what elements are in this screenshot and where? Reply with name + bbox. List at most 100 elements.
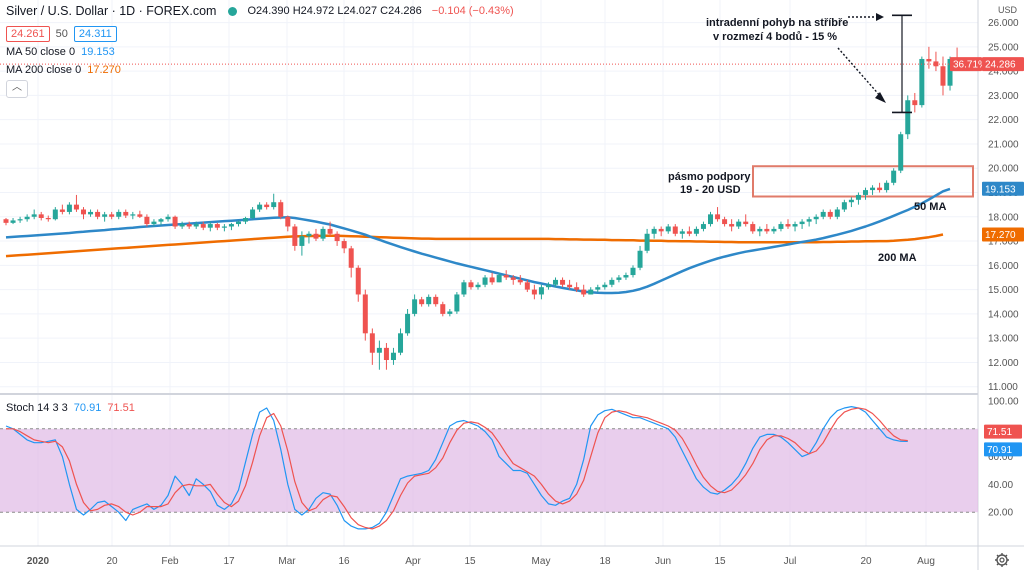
price-tick: 15.000 — [988, 285, 1019, 296]
stoch-d-value: 71.51 — [107, 402, 135, 414]
candle — [383, 343, 389, 370]
ma50-line — [5, 187, 951, 295]
candle — [792, 221, 798, 232]
time-tick: 15 — [714, 556, 726, 567]
candle — [679, 228, 685, 239]
stoch-legend[interactable]: Stoch 14 3 3 70.91 71.51 — [6, 402, 135, 414]
candle-body — [722, 219, 728, 225]
candle-body — [764, 228, 770, 232]
candle — [24, 214, 30, 222]
candle-body — [560, 279, 566, 285]
candle-body — [144, 216, 150, 225]
candle-body — [658, 228, 664, 232]
candle-body — [327, 228, 333, 234]
candle — [722, 216, 728, 227]
candle-body — [489, 277, 495, 283]
ma50-value: 19.153 — [81, 46, 115, 58]
candle-body — [405, 313, 411, 334]
candle — [447, 309, 453, 317]
spread-value: 50 — [55, 28, 68, 40]
candle-body — [130, 214, 136, 216]
candle-body — [898, 134, 904, 171]
candle-body — [390, 352, 396, 361]
stoch-tick: 20.00 — [988, 508, 1013, 519]
candle — [750, 221, 756, 234]
candle-body — [102, 214, 108, 217]
candle — [933, 51, 939, 72]
buy-price-button[interactable]: 24.311 — [73, 26, 117, 42]
stoch-k-tag-text: 70.91 — [987, 445, 1012, 456]
ma200-label: MA 200 close 0 — [6, 64, 82, 76]
stoch-k-tag-bg — [984, 442, 1022, 457]
candle — [700, 221, 706, 232]
candle — [3, 217, 9, 226]
candle-body — [757, 228, 763, 232]
candle-body — [855, 194, 861, 200]
stoch-k-value: 70.91 — [73, 402, 102, 414]
stoch-d-line — [6, 407, 908, 530]
ma50-price-tag-bg — [982, 181, 1024, 196]
candle — [151, 219, 157, 227]
candle-body — [517, 279, 523, 283]
candle-body — [123, 211, 129, 216]
time-tick: 17 — [223, 556, 235, 567]
candle — [686, 226, 692, 237]
candle-body — [376, 347, 382, 353]
candle-body — [278, 202, 284, 217]
candle-body — [250, 209, 256, 218]
candle-body — [412, 299, 418, 314]
ma50-label: MA 50 close 0 — [6, 46, 76, 58]
candle — [200, 221, 206, 231]
candle — [454, 292, 460, 314]
candle — [771, 226, 777, 234]
moving-averages — [5, 187, 951, 295]
candle-body — [771, 228, 777, 232]
candle-body — [369, 333, 375, 353]
candle-body — [553, 279, 559, 285]
candle — [412, 294, 418, 317]
candle-body — [172, 216, 178, 227]
candle-body — [693, 228, 699, 234]
candle-body — [700, 224, 706, 229]
ma50-legend[interactable]: MA 50 close 0 19.153 — [6, 46, 115, 58]
candle — [214, 222, 220, 231]
candle — [165, 214, 171, 222]
ma200-legend[interactable]: MA 200 close 0 17.270 — [6, 64, 121, 76]
candle — [708, 211, 713, 227]
candle-body — [383, 347, 389, 361]
candle — [179, 221, 185, 229]
candle — [651, 226, 657, 239]
annotation-ma50: 50 MA — [914, 201, 946, 213]
price-tick: 23.000 — [988, 91, 1019, 102]
candle — [45, 215, 51, 222]
candle — [778, 221, 784, 232]
candle-body — [73, 204, 79, 210]
time-axis[interactable]: 2020 20 Feb 17 Mar 16 Apr 15 May 18 Jun 15 Jul 20 Aug — [27, 556, 935, 567]
candle-body — [17, 219, 23, 221]
candle-body — [355, 267, 361, 295]
annotation-move-line2: v rozmezí 4 bodů - 15 % — [713, 31, 837, 43]
candle — [644, 228, 650, 254]
candlestick-series — [0, 46, 978, 370]
arrow-head-icon — [876, 13, 884, 21]
price-tick: 21.000 — [988, 139, 1019, 150]
candle — [292, 224, 298, 251]
time-tick: Jul — [784, 556, 797, 567]
ma50-price-tag-text: 19.153 — [985, 184, 1016, 195]
chevron-up-icon[interactable]: ︿ — [6, 80, 28, 98]
candle-body — [24, 216, 30, 220]
price-tick: 20.000 — [988, 164, 1019, 175]
gear-icon[interactable] — [994, 552, 1010, 568]
candle — [517, 275, 523, 285]
price-axis[interactable]: USD 26.000 25.000 24.000 23.000 22.000 21.000 2… — [950, 5, 1024, 393]
sell-price-button[interactable]: 24.261 — [6, 26, 50, 42]
candle — [130, 211, 136, 220]
price-tick: 22.000 — [988, 115, 1019, 126]
candle-body — [306, 233, 312, 237]
candle — [743, 214, 749, 227]
stoch-k-tag: 70.91 — [984, 442, 1022, 457]
symbol-title[interactable]: Silver / U.S. Dollar · 1D · FOREX.com — [6, 4, 217, 18]
candle — [299, 231, 305, 256]
